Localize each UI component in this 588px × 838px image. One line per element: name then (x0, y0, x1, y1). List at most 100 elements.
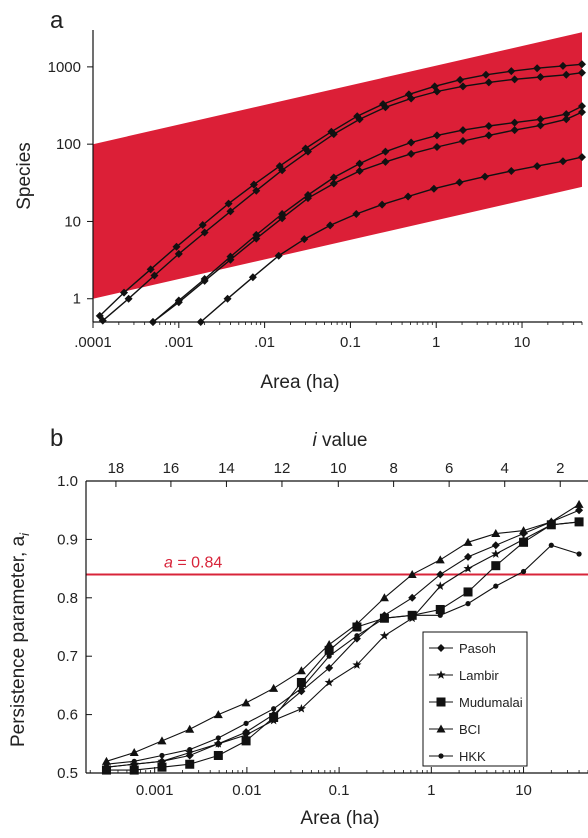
data-point (200, 276, 209, 285)
star-marker (324, 677, 334, 687)
data-point (252, 186, 261, 195)
data-point (326, 221, 335, 230)
circle-marker (103, 761, 110, 767)
triangle-marker (491, 529, 501, 538)
data-point (558, 61, 567, 70)
panel-b-y-axis-title-main: Persistence parameter, a (8, 535, 29, 747)
legend-label: Lambir (459, 668, 499, 683)
y-tick-label: 0.9 (57, 531, 78, 548)
star-marker (296, 703, 306, 713)
data-point (249, 180, 258, 189)
top-tick-label: 6 (445, 460, 453, 477)
star-marker (379, 630, 389, 640)
legend-triangle-marker (436, 724, 446, 733)
top-axis-title-rest: value (317, 430, 368, 451)
circle-marker (187, 747, 193, 753)
data-point (355, 159, 364, 168)
diamond-marker (491, 541, 500, 550)
triangle-marker (324, 640, 334, 649)
series-bci (101, 499, 584, 765)
data-point (455, 178, 464, 187)
diamond-marker (408, 593, 417, 602)
panel-b-series (101, 499, 584, 775)
series-line (106, 509, 580, 768)
star-marker (435, 581, 445, 590)
panel-b-top-axis-title: i value (313, 430, 368, 451)
circle-marker (131, 758, 137, 764)
panel-a-y-axis-title: Species (14, 142, 35, 210)
data-point (200, 228, 209, 237)
y-tick-label: 10 (64, 213, 81, 230)
circle-marker (159, 752, 165, 759)
y-tick-label: 1 (73, 291, 81, 308)
data-point (150, 271, 159, 280)
data-point (226, 207, 235, 216)
data-point (174, 298, 183, 307)
data-point (172, 242, 181, 251)
data-point (278, 214, 287, 223)
panel-a-axes: .0001 .001 .01 0.1 1 10 1 10 100 1000 (48, 30, 583, 351)
star-marker (157, 756, 167, 766)
circle-marker (520, 568, 527, 575)
data-point (174, 249, 183, 258)
data-point (480, 172, 489, 181)
panel-a: a .0001 .001 .01 0.1 1 10 1 10 100 1000 Area (ha)… (14, 7, 586, 393)
y-tick-label: 0.7 (57, 648, 78, 665)
data-point (355, 166, 364, 175)
top-tick-label: 12 (274, 460, 291, 477)
triangle-marker (407, 569, 417, 578)
data-point (329, 130, 338, 139)
x-tick-label: .01 (254, 334, 275, 351)
panel-a-series-5 (196, 153, 586, 326)
triangle-marker (241, 698, 251, 707)
diamond-marker (464, 552, 473, 561)
data-point (329, 179, 338, 188)
circle-marker (381, 615, 388, 621)
star-marker (213, 739, 223, 748)
reference-label-rest: = 0.84 (173, 554, 222, 571)
data-point (378, 200, 387, 209)
data-point (458, 126, 467, 135)
panel-a-letter: a (50, 7, 64, 34)
x-tick-label: 10 (514, 334, 531, 351)
data-point (536, 121, 545, 130)
x-tick-label: .0001 (74, 334, 112, 351)
triangle-marker (269, 683, 279, 692)
x-tick-label: 0.001 (136, 782, 174, 799)
star-marker (241, 730, 251, 739)
data-point (407, 94, 416, 103)
data-point (510, 75, 519, 84)
data-point (124, 294, 133, 303)
data-point (510, 126, 519, 135)
series-line (99, 63, 583, 317)
data-point (578, 60, 586, 69)
y-tick-label: 100 (56, 136, 81, 153)
reference-label-italic: a (164, 554, 173, 571)
data-point (381, 103, 390, 112)
data-point (533, 162, 542, 171)
data-point (223, 294, 232, 303)
data-point (404, 192, 413, 201)
data-point (458, 136, 467, 145)
star-marker (491, 549, 501, 558)
data-point (558, 157, 567, 166)
data-point (536, 115, 545, 124)
panel-b-y-axis-title-subscript: i (17, 532, 32, 536)
panel-b-y-axis-title: Persistence parameter, ai (8, 532, 32, 747)
data-point (226, 255, 235, 264)
panel-b-axes: 0.001 0.01 0.1 1 10 0.5 0.6 0.7 0.8 0.9 1.0 18 16 14 1… (57, 460, 588, 799)
circle-marker (437, 612, 443, 618)
legend-label: BCI (459, 722, 481, 737)
top-tick-label: 14 (218, 460, 235, 477)
legend-circle-marker (438, 753, 444, 759)
x-tick-label: 0.1 (329, 782, 350, 799)
data-point (98, 316, 107, 325)
series-line (106, 521, 580, 768)
legend-label: Mudumalai (459, 695, 523, 710)
top-tick-label: 18 (108, 460, 125, 477)
data-point (381, 147, 390, 156)
data-point (300, 235, 309, 244)
square-marker (296, 677, 306, 687)
square-marker (157, 762, 167, 772)
